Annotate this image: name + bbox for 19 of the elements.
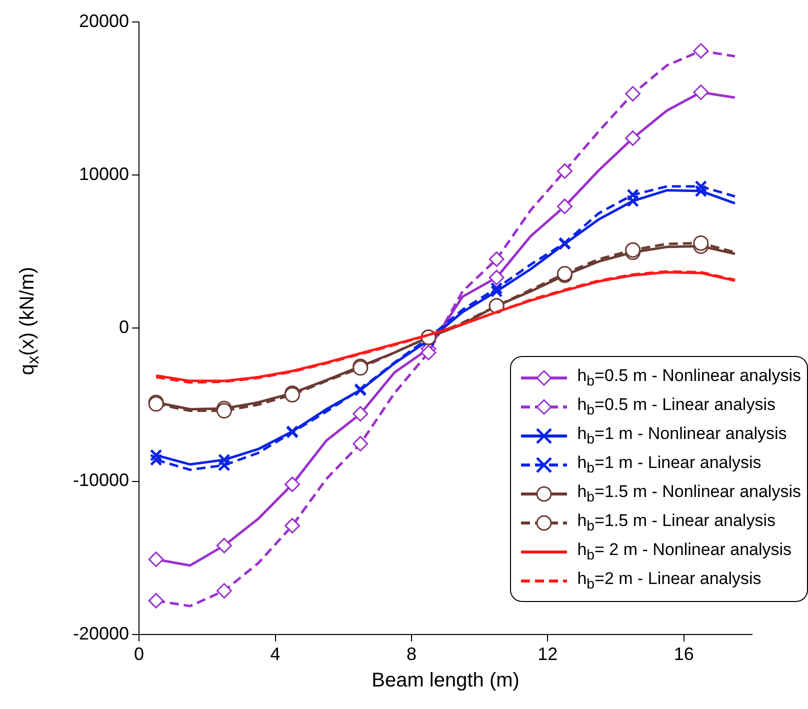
legend-label: h$_{b}$=2 m - Linear analysis — [577, 568, 762, 592]
x-tick-label: 4 — [270, 644, 280, 664]
legend-label: h$_{b}$=1 m - Linear analysis — [577, 452, 762, 476]
y-tick-label: -10000 — [72, 470, 130, 490]
x-tick-label: 8 — [406, 644, 416, 664]
legend-label: h$_{b}$=1 m - Nonlinear analysis — [577, 424, 787, 448]
legend-label: h$_{b}$=1.5 m - Nonlinear analysis — [577, 482, 801, 506]
x-axis-title: Beam length (m) — [372, 670, 520, 692]
legend-label: h$_{b}$= 2 m - Nonlinear analysis — [577, 540, 792, 564]
legend-label: h$_{b}$=0.5 m - Nonlinear analysis — [577, 366, 801, 390]
legend-label: h$_{b}$=0.5 m - Linear analysis — [577, 394, 776, 418]
y-tick-label: 10000 — [78, 164, 130, 184]
y-tick-label: 0 — [119, 317, 130, 338]
legend-label: h$_{b}$=1.5 m - Linear analysis — [577, 510, 776, 534]
x-tick-label: 0 — [134, 644, 144, 664]
x-tick-label: 12 — [538, 644, 558, 664]
x-tick-label: 16 — [674, 644, 694, 664]
y-tick-label: 20000 — [78, 10, 130, 31]
y-tick-label: -20000 — [72, 623, 130, 644]
